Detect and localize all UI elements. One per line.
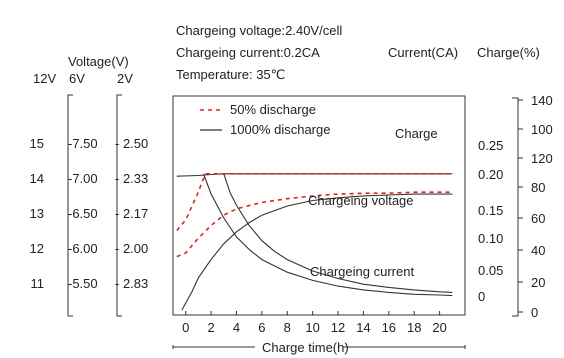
tick-charge: 120 [531,151,553,166]
tick-12v: 12 [30,241,44,256]
header-voltage: Chargeing voltage:2.40V/cell [176,23,342,38]
tick-charge: 40 [531,243,545,258]
tick-x: 16 [382,320,396,335]
header-current: Chargeing current:0.2CA [176,45,320,60]
tick-12v: 14 [30,171,44,186]
axis-charge-bracket [512,97,519,317]
series-line-2 [176,173,453,177]
tick-12v: 15 [30,136,44,151]
left-header-2v: 2V [117,71,133,86]
tick-2v: - 2.17 [115,206,148,221]
tick-x: 8 [284,320,291,335]
x-axis-label: Charge time(h) [262,340,349,355]
tick-charge: 100 [531,122,553,137]
tick-current: 0.10 [478,231,503,246]
tick-charge: 60 [531,211,545,226]
tick-6v: -7.00 [68,171,98,186]
curve-label-current: Chargeing current [310,264,414,279]
tick-x: 20 [432,320,446,335]
axes-layer: 15 -7.50 - 2.50 14 -7.00 - 2.33 13 -6.50 - 2.17 1… [30,93,553,349]
series-line-5 [223,173,453,293]
tick-charge: 140 [531,93,553,108]
curve-label-charge: Charge [395,126,438,141]
curve-label-voltage: Chargeing voltage [308,193,414,208]
legend-label-1000pct: 1000% discharge [230,122,330,137]
tick-12v: 11 [31,276,45,291]
tick-12v: 13 [30,206,44,221]
series-line-3 [176,173,453,232]
tick-2v: - 2.50 [115,136,148,151]
x-axis-bracket [172,345,466,349]
series-line-4 [202,173,453,297]
tick-2v: - 2.00 [115,241,148,256]
left-header-6v: 6V [69,71,85,86]
tick-x: 6 [258,320,265,335]
legend-label-50pct: 50% discharge [230,102,316,117]
tick-current: 0 [478,289,485,304]
axis-6v-bracket [67,94,73,317]
series-line-1 [176,191,453,258]
axis-2v-bracket [116,94,122,317]
tick-6v: -7.50 [68,136,98,151]
tick-x: 4 [233,320,240,335]
tick-x: 14 [356,320,370,335]
tick-current: 0.20 [478,167,503,182]
header-current-axis: Current(CA) [388,45,458,60]
tick-charge: 20 [531,275,545,290]
tick-charge: 80 [531,180,545,195]
tick-x: 10 [305,320,319,335]
legend: 50% discharge 1000% discharge [200,102,330,137]
series-line-0 [181,193,453,311]
header-temperature: Temperature: 35℃ [176,67,285,82]
tick-x: 18 [407,320,421,335]
tick-6v: -6.50 [68,206,98,221]
tick-current: 0.05 [478,263,503,278]
tick-charge: 0 [531,305,538,320]
tick-current: 0.15 [478,203,503,218]
tick-2v: - 2.33 [115,171,148,186]
tick-6v: -5.50 [68,276,98,291]
tick-x: 0 [182,320,189,335]
plot-frame [172,95,466,316]
tick-2v: - 2.83 [115,276,148,291]
tick-6v: -6.00 [68,241,98,256]
left-header-12v: 12V [33,71,56,86]
header-charge-axis: Charge(%) [477,45,540,60]
series-layer [176,173,453,311]
left-axis-header: Voltage(V) [68,54,129,69]
tick-x: 12 [331,320,345,335]
tick-x: 2 [207,320,214,335]
tick-current: 0.25 [478,138,503,153]
